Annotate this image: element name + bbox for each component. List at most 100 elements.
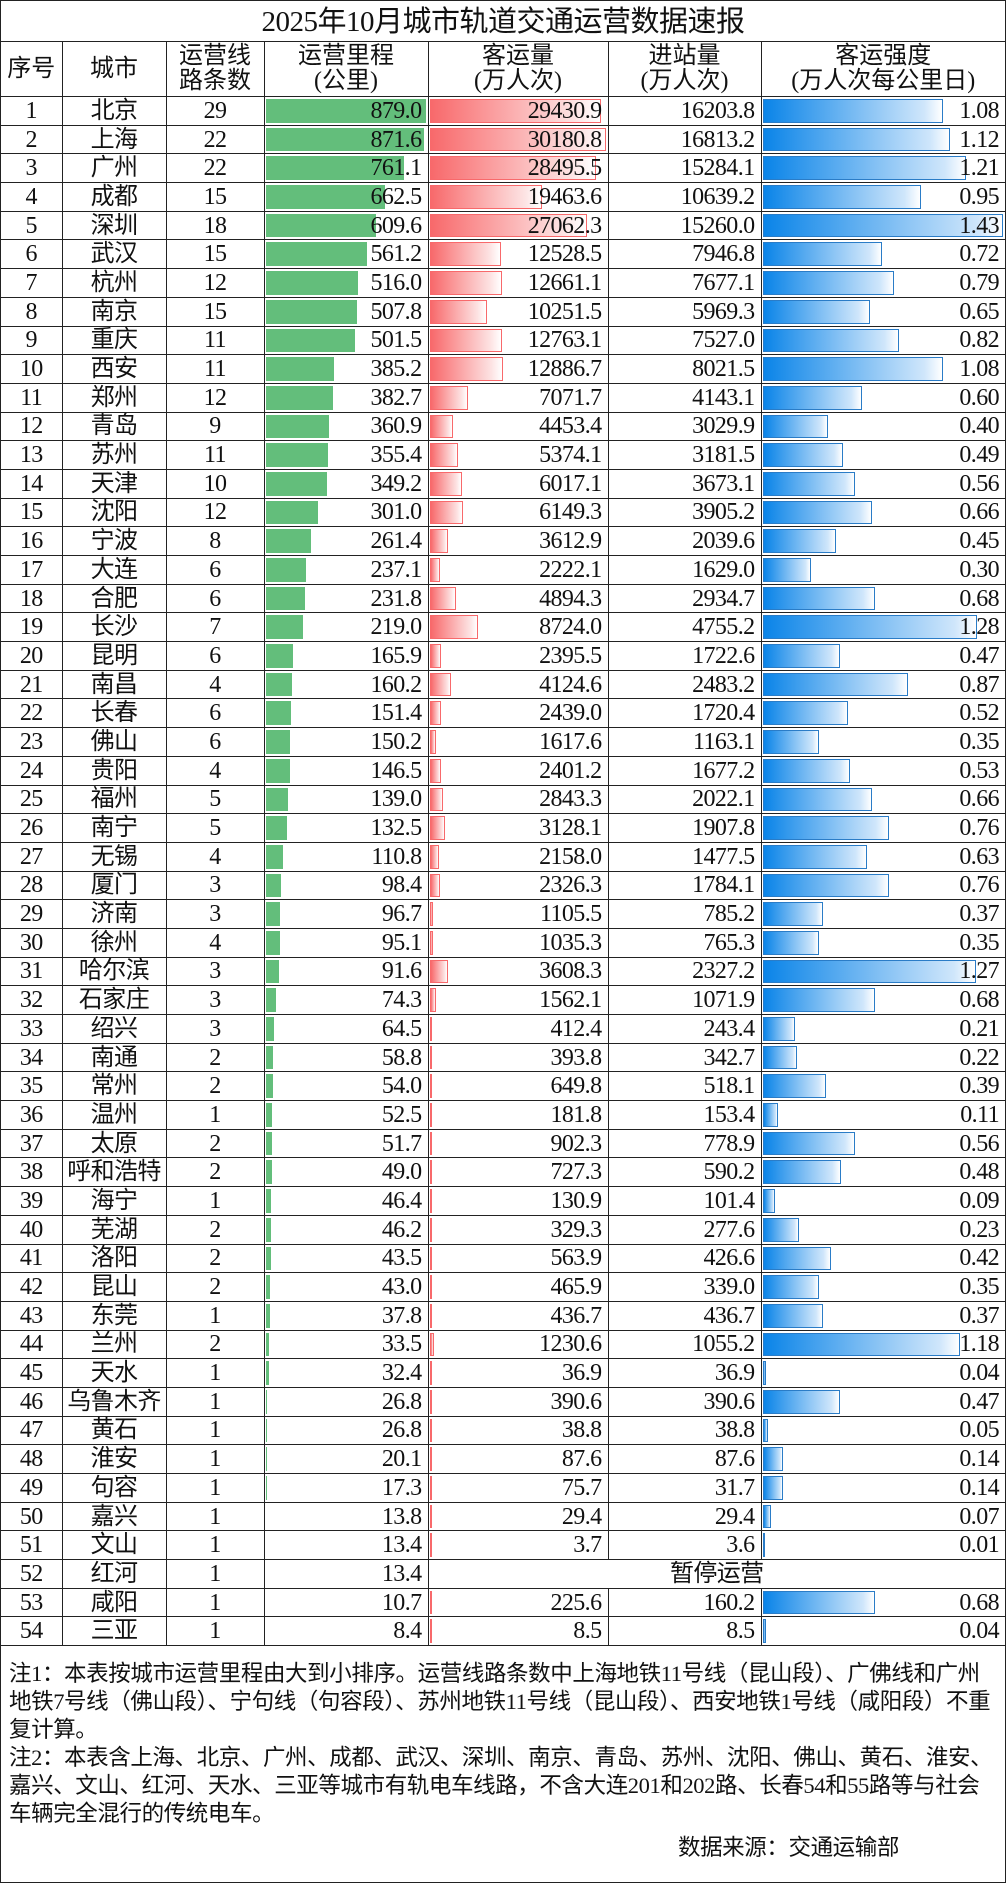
lines-cell-value: 6 — [209, 556, 221, 583]
lines-cell: 1 — [165, 1358, 265, 1388]
mileage-cell-value: 219.0 — [370, 614, 422, 641]
index-cell-value: 11 — [20, 384, 43, 411]
entries-cell: 31.7 — [607, 1473, 762, 1503]
mileage-bar — [265, 672, 293, 697]
entries-cell-value: 3673.1 — [692, 470, 755, 497]
index-cell-value: 23 — [19, 728, 43, 755]
table-row: 15 沈阳 12 301.0 6149.3 3905.2 0.66 — [1, 497, 1005, 528]
table-row: 17 大连 6 237.1 2222.1 1629.0 0.30 — [1, 555, 1005, 585]
ridership-bar — [429, 1160, 432, 1185]
entries-cell-value: 16813.2 — [680, 126, 755, 153]
lines-cell-value: 3 — [209, 987, 221, 1014]
index-cell-value: 47 — [19, 1417, 43, 1444]
index-cell: 9 — [1, 325, 63, 356]
intensity-cell-value: 1.08 — [959, 356, 999, 383]
mileage-bar — [265, 959, 280, 984]
city-cell-value: 长春 — [90, 700, 138, 727]
lines-cell: 9 — [165, 411, 265, 442]
intensity-bar — [762, 156, 966, 181]
mileage-cell: 231.8 — [263, 583, 429, 614]
mileage-cell-value: 58.8 — [381, 1044, 422, 1071]
table-row: 44 兰州 2 33.5 1230.6 1055.2 1.18 — [1, 1329, 1005, 1360]
index-cell: 29 — [1, 899, 63, 929]
lines-cell-value: 6 — [209, 700, 221, 727]
status-cell-value: 暂停运营 — [669, 1560, 764, 1587]
ridership-cell: 412.4 — [427, 1014, 609, 1044]
intensity-cell-value: 0.65 — [959, 298, 999, 325]
ridership-cell-value: 1562.1 — [539, 987, 602, 1014]
mileage-bar — [265, 816, 288, 840]
ridership-bar — [429, 1045, 432, 1070]
header-ridership-line: (万人次) — [474, 68, 562, 94]
mileage-bar — [265, 730, 291, 754]
city-cell-value: 青岛 — [90, 413, 138, 440]
ridership-cell: 27062.3 — [427, 210, 609, 241]
table-row: 12 青岛 9 360.9 4453.4 3029.9 0.40 — [1, 411, 1005, 442]
lines-cell: 11 — [165, 440, 265, 470]
entries-cell: 1907.8 — [607, 813, 762, 843]
index-cell-value: 13 — [19, 442, 43, 469]
header-mileage-line: 运营里程 — [298, 43, 394, 69]
entries-cell: 7527.0 — [607, 325, 762, 356]
lines-cell-value: 12 — [203, 499, 227, 526]
index-cell-value: 18 — [19, 585, 43, 612]
ridership-cell: 130.9 — [427, 1186, 609, 1216]
lines-cell: 2 — [165, 1243, 265, 1274]
city-cell-value: 深圳 — [90, 212, 138, 239]
index-cell-value: 53 — [19, 1589, 43, 1616]
intensity-cell: 0.04 — [760, 1358, 1005, 1388]
city-cell-value: 哈尔滨 — [78, 958, 150, 985]
city-cell: 昆明 — [61, 641, 167, 671]
entries-cell-value: 390.6 — [703, 1388, 755, 1415]
intensity-cell: 0.87 — [760, 669, 1005, 700]
index-cell-value: 42 — [19, 1274, 43, 1301]
lines-cell: 2 — [165, 1128, 265, 1159]
index-cell: 23 — [1, 727, 63, 757]
ridership-bar — [429, 1131, 432, 1156]
city-cell-value: 上海 — [90, 126, 138, 153]
city-cell-value: 黄石 — [90, 1417, 138, 1444]
city-cell-value: 咸阳 — [90, 1589, 138, 1616]
intensity-cell-value: 0.21 — [959, 1015, 999, 1042]
lines-cell-value: 4 — [209, 929, 221, 956]
intensity-cell-value: 0.11 — [960, 1101, 999, 1128]
index-cell: 10 — [1, 354, 63, 384]
table-row: 10 西安 11 385.2 12886.7 8021.5 1.08 — [1, 354, 1005, 384]
header-entries-line: 进站量 — [648, 43, 721, 69]
header-mileage-line: (公里) — [314, 68, 378, 94]
intensity-cell-value: 0.52 — [959, 700, 999, 727]
mileage-cell: 132.5 — [263, 813, 429, 843]
mileage-cell-value: 110.8 — [371, 843, 422, 870]
ridership-cell: 75.7 — [427, 1473, 609, 1503]
lines-cell: 2 — [165, 1214, 265, 1245]
ridership-bar — [429, 1418, 432, 1443]
intensity-bar — [762, 471, 855, 496]
ridership-bar — [429, 299, 488, 324]
mileage-cell: 98.4 — [263, 870, 429, 901]
lines-cell-value: 1 — [209, 1446, 221, 1473]
intensity-bar — [762, 127, 951, 152]
ridership-cell-value: 8.5 — [573, 1618, 602, 1645]
ridership-cell-value: 12763.1 — [527, 327, 602, 354]
index-cell-value: 34 — [19, 1044, 43, 1071]
ridership-cell-value: 3612.9 — [539, 528, 602, 555]
entries-cell: 1163.1 — [607, 727, 762, 757]
mileage-cell-value: 561.2 — [370, 241, 422, 268]
mileage-bar — [265, 328, 356, 353]
index-cell: 52 — [1, 1559, 63, 1589]
entries-cell: 87.6 — [607, 1444, 762, 1474]
mileage-bar — [265, 1160, 272, 1185]
index-cell: 54 — [1, 1616, 63, 1647]
ridership-cell-value: 2401.2 — [539, 757, 602, 784]
intensity-cell: 0.48 — [760, 1157, 1005, 1188]
index-cell-value: 29 — [19, 901, 43, 928]
table-row: 39 海宁 1 46.4 130.9 101.4 0.09 — [1, 1186, 1005, 1216]
index-cell: 24 — [1, 755, 63, 786]
ridership-cell: 1562.1 — [427, 985, 609, 1015]
intensity-cell: 0.47 — [760, 1386, 1005, 1417]
data-source: 数据来源：交通运输部 — [677, 1835, 899, 1861]
intensity-cell: 0.30 — [760, 555, 1005, 585]
city-cell-value: 天水 — [90, 1360, 138, 1387]
mileage-bar — [265, 385, 334, 410]
